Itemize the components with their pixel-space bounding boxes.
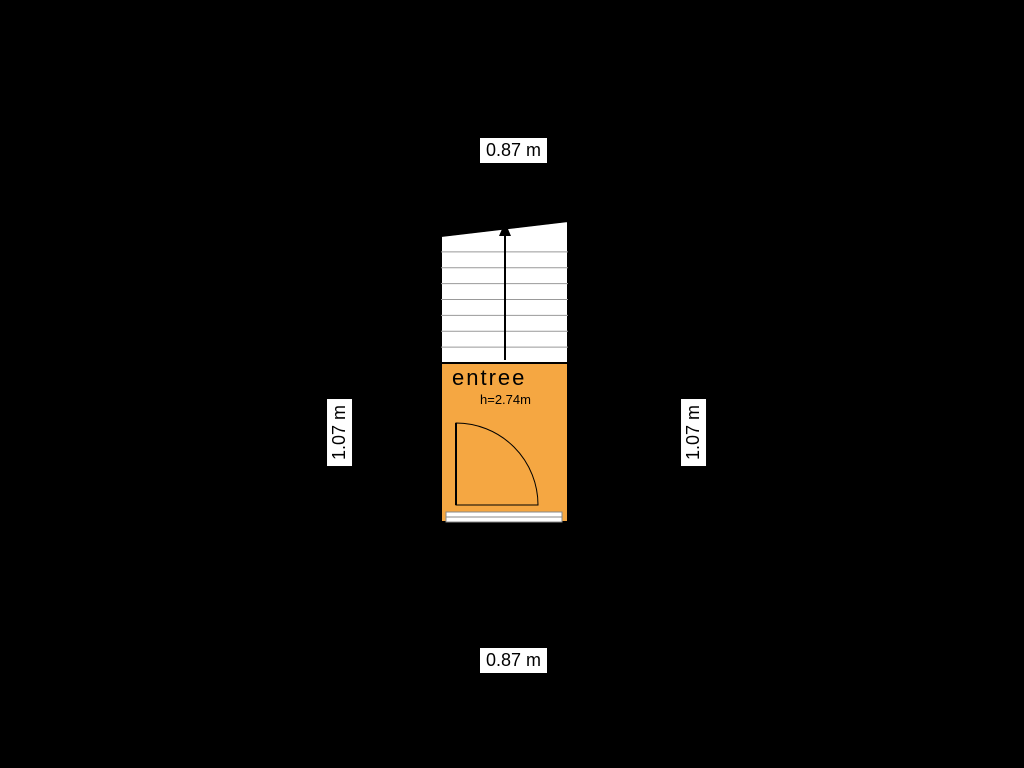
dim-bottom: 0.87 m <box>480 648 547 673</box>
dim-left: 1.07 m <box>327 399 352 466</box>
room-height: h=2.74m <box>480 392 531 407</box>
room-name: entree <box>452 365 526 391</box>
dim-top: 0.87 m <box>480 138 547 163</box>
dim-right: 1.07 m <box>681 399 706 466</box>
